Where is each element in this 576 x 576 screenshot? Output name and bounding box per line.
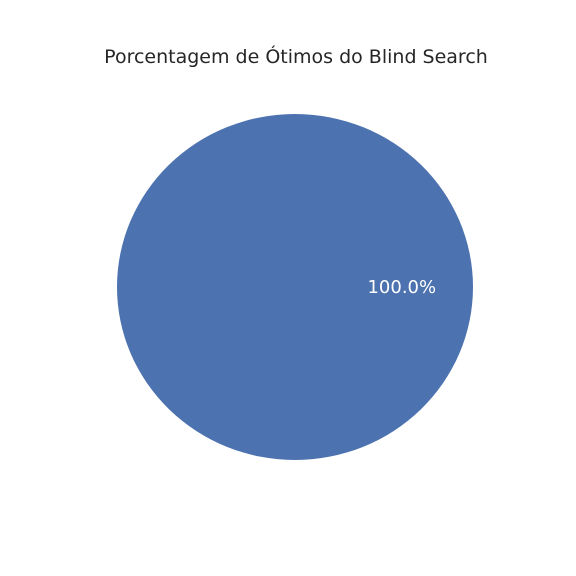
chart-title: Porcentagem de Ótimos do Blind Search bbox=[104, 44, 488, 68]
pie-slice-label-0: 100.0% bbox=[367, 277, 436, 298]
pie-slice-0 bbox=[117, 114, 473, 460]
pie-labels: 100.0% bbox=[367, 277, 436, 298]
pie-slices bbox=[117, 114, 473, 460]
